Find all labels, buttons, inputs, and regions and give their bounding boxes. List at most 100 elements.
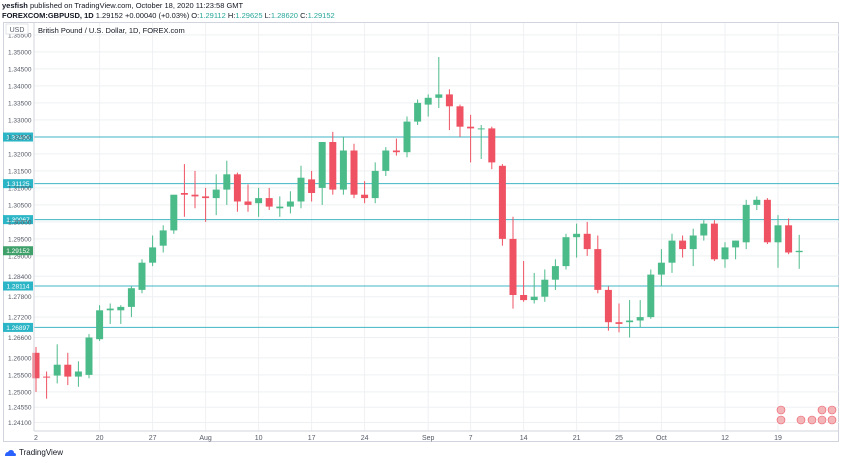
open-value: 1.29112: [199, 11, 226, 20]
candle: [647, 269, 655, 319]
candle-body: [414, 102, 422, 122]
event-flag-icon[interactable]: [807, 415, 817, 425]
candle: [361, 181, 369, 204]
candle: [435, 57, 443, 108]
candle: [509, 216, 517, 309]
candle-body: [520, 295, 528, 301]
x-tick-label: 27: [149, 435, 157, 442]
candle-body: [318, 142, 326, 188]
candle-body: [573, 233, 581, 238]
candle-layer: [32, 57, 803, 399]
candle: [265, 187, 273, 210]
candle-body: [498, 165, 506, 239]
event-markers[interactable]: [776, 405, 837, 425]
candle-body: [795, 250, 803, 253]
x-tick-label: 12: [721, 435, 729, 442]
candle-body: [774, 225, 782, 243]
x-tick-label: 21: [573, 435, 581, 442]
level-label-bg: [3, 322, 33, 332]
candle-body: [445, 94, 453, 107]
candle-body: [286, 201, 294, 207]
candle-body: [371, 170, 379, 199]
candle-body: [308, 179, 316, 193]
chart-title: British Pound / U.S. Dollar, 1D, FOREX.c…: [38, 26, 185, 35]
event-flag-icon[interactable]: [827, 415, 837, 425]
candle: [159, 225, 167, 253]
y-tick-label: 1.34500: [8, 66, 32, 73]
candle-body: [679, 240, 687, 250]
candle: [594, 235, 602, 294]
candle: [308, 170, 316, 202]
y-tick-label: 1.25000: [8, 389, 32, 396]
level-label: 1.26897: [6, 325, 30, 332]
candle: [96, 305, 104, 341]
candle: [562, 233, 570, 270]
candle-body: [721, 247, 729, 260]
level-label: 1.28114: [6, 284, 29, 291]
level-label-bg: [3, 281, 33, 291]
candle: [276, 196, 284, 217]
y-tick-label: 1.35000: [8, 49, 32, 56]
event-flag-icon[interactable]: [776, 405, 786, 415]
candle: [339, 136, 347, 195]
candle: [774, 215, 782, 268]
level-label: 1.32496: [6, 135, 30, 142]
tradingview-brand[interactable]: TradingView: [19, 448, 64, 457]
candle: [615, 303, 623, 333]
candle-body: [753, 199, 761, 205]
candle: [488, 126, 496, 170]
candle-body: [255, 198, 263, 204]
candle: [604, 286, 612, 331]
event-flag-icon[interactable]: [827, 405, 837, 415]
candle-body: [117, 306, 125, 311]
candle: [626, 300, 634, 338]
candle: [106, 303, 114, 324]
author-name[interactable]: yesfish: [2, 1, 28, 10]
level-label-bg: [3, 215, 33, 225]
y-tick-label: 1.31000: [8, 185, 32, 192]
candle-body: [350, 150, 358, 195]
last-price-label: 1.29152: [6, 248, 30, 255]
candle-body: [276, 206, 284, 209]
y-tick-label: 1.30500: [8, 202, 32, 209]
tradingview-logo-icon[interactable]: [4, 449, 16, 457]
candle-body: [530, 296, 538, 301]
candle-body: [636, 317, 644, 321]
x-tick-label: 17: [308, 435, 316, 442]
candle-body: [742, 204, 750, 243]
candle: [233, 172, 241, 212]
axis-layer: 1.24100 1.24550 1.25000 1.25500 1.26000 1.266…: [3, 23, 839, 442]
candle: [117, 305, 125, 324]
level-label-bg: [3, 179, 33, 189]
y-tick-label: 1.26600: [8, 335, 32, 342]
low-label: L:: [264, 11, 271, 20]
event-flag-icon[interactable]: [776, 415, 786, 425]
candle-body: [180, 193, 188, 195]
last-price-bg: [3, 246, 33, 256]
candle-body: [329, 142, 337, 190]
candle: [64, 352, 72, 386]
candle: [180, 164, 188, 217]
candle: [689, 228, 697, 267]
candle: [53, 344, 61, 384]
candle: [223, 160, 231, 205]
candle-body: [382, 150, 390, 171]
candle-body: [159, 230, 167, 246]
candle: [785, 218, 793, 255]
candle: [732, 240, 740, 260]
candle-body: [467, 126, 475, 129]
candle: [32, 347, 40, 392]
event-flag-icon[interactable]: [796, 415, 806, 425]
y-tick-label: 1.25500: [8, 372, 32, 379]
chart-frame[interactable]: [3, 22, 839, 442]
event-flag-icon[interactable]: [817, 415, 827, 425]
candle: [541, 269, 549, 302]
y-tick-label: 1.34000: [8, 83, 32, 90]
event-flag-icon[interactable]: [817, 405, 827, 415]
x-tick-label: 2: [34, 435, 38, 442]
candle-body: [509, 238, 517, 295]
candle: [424, 94, 432, 117]
y-tick-label: 1.27200: [8, 315, 32, 322]
y-tick-label: 1.24550: [8, 405, 32, 412]
